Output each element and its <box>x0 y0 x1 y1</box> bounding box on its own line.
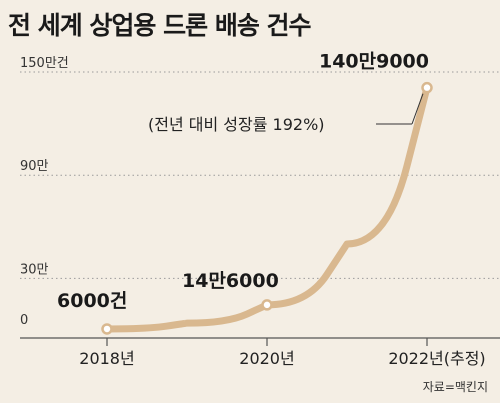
data-label: 140만9000 <box>319 51 429 73</box>
series-layer <box>101 81 433 335</box>
annotation-leader <box>411 93 424 125</box>
label-layer: 0 30만 90만 150만건 2018년 2020년 2022년(추정) 6000건 14만6… <box>20 51 486 368</box>
grid-layer <box>20 71 500 279</box>
data-point-marker <box>101 323 113 335</box>
data-point-marker <box>261 299 273 311</box>
x-tick-label: 2020년 <box>239 349 294 368</box>
series-line <box>103 84 431 333</box>
data-label: 6000건 <box>57 290 127 312</box>
chart-title: 전 세계 상업용 드론 배송 건수 <box>8 11 312 40</box>
x-tick-label: 2022년(추정) <box>388 349 485 368</box>
y-tick-label: 0 <box>20 313 28 328</box>
data-label: 14만6000 <box>182 270 279 292</box>
y-tick-label: 30만 <box>20 262 49 277</box>
growth-annotation: (전년 대비 성장률 192%) <box>148 115 325 134</box>
x-tick-label: 2018년 <box>79 349 134 368</box>
data-point-marker <box>421 81 433 94</box>
source-note: 자료=맥킨지 <box>422 380 488 394</box>
y-tick-label: 150만건 <box>20 56 69 71</box>
y-tick-label: 90만 <box>20 159 49 174</box>
axis-layer <box>20 337 500 346</box>
